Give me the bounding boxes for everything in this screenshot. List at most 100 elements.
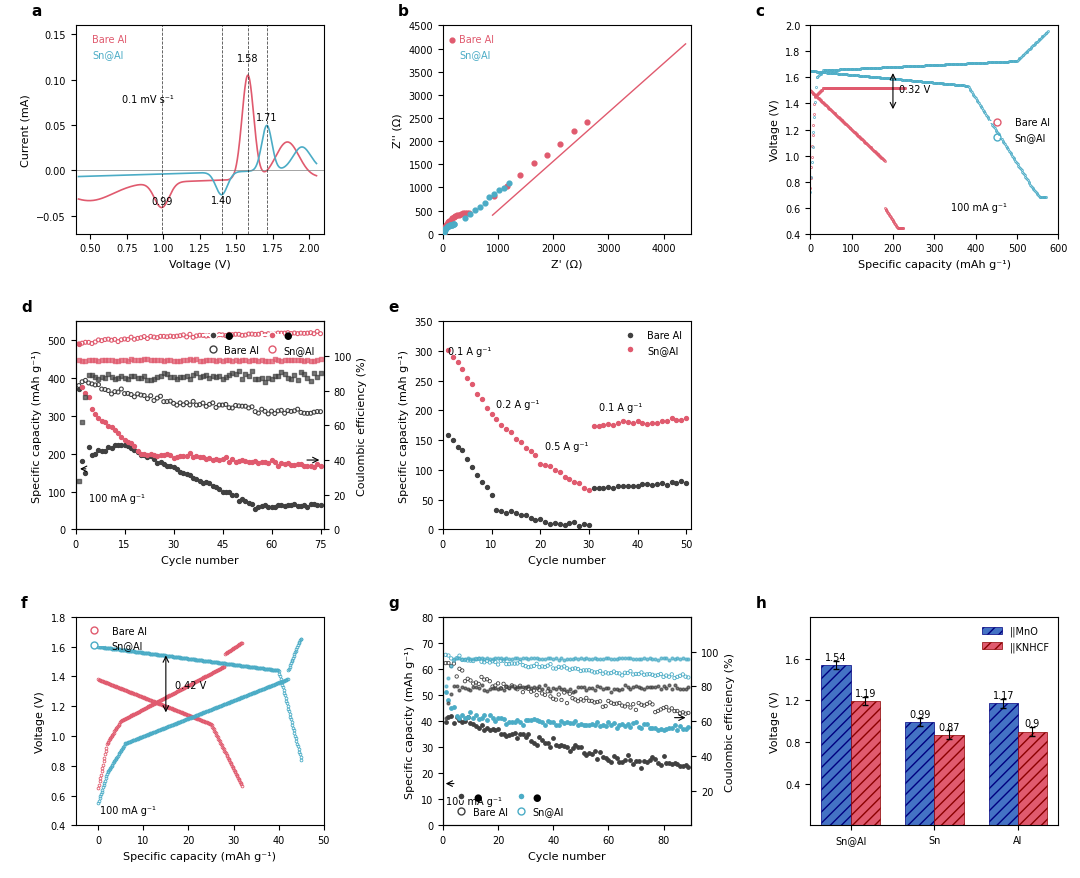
Point: [312, 327, 329, 342]
Point: [674, 682, 691, 696]
Point: [586, 745, 604, 759]
Point: [482, 652, 499, 666]
Text: 0.87: 0.87: [939, 722, 960, 731]
Point: [575, 664, 592, 678]
Point: [617, 651, 634, 666]
Point: [172, 355, 189, 369]
Point: [500, 176, 517, 191]
Point: [644, 651, 661, 666]
Point: [605, 418, 622, 432]
Point: [312, 498, 329, 512]
Point: [146, 372, 163, 386]
Point: [146, 452, 163, 466]
Point: [207, 480, 225, 494]
Point: [475, 673, 492, 687]
Point: [519, 660, 537, 674]
Point: [77, 391, 94, 405]
Point: [249, 407, 267, 421]
Text: 0.1 A g⁻¹: 0.1 A g⁻¹: [598, 403, 642, 413]
Point: [459, 654, 476, 668]
Point: [237, 455, 254, 469]
Point: [576, 481, 593, 495]
Point: [103, 387, 120, 401]
Point: [599, 651, 617, 666]
Point: [495, 654, 512, 668]
Point: [468, 680, 485, 694]
Point: [90, 355, 107, 369]
Point: [648, 477, 665, 491]
Point: [509, 680, 526, 694]
Point: [143, 374, 160, 388]
Y-axis label: Z'' (Ω): Z'' (Ω): [393, 113, 403, 148]
Text: e: e: [389, 299, 399, 314]
Point: [456, 207, 473, 221]
Point: [569, 694, 586, 709]
Point: [566, 476, 583, 490]
Point: [512, 435, 529, 449]
Point: [243, 400, 260, 414]
Point: [519, 652, 537, 666]
Point: [198, 329, 215, 343]
Point: [649, 680, 666, 694]
Point: [471, 200, 488, 214]
Point: [658, 681, 675, 695]
Point: [565, 125, 582, 139]
Point: [617, 666, 634, 680]
Point: [299, 500, 316, 514]
Point: [679, 721, 697, 735]
Point: [544, 681, 562, 695]
Point: [542, 689, 559, 703]
Point: [634, 416, 651, 430]
Point: [293, 406, 310, 420]
Point: [201, 398, 218, 412]
Point: [638, 477, 656, 491]
Point: [541, 460, 558, 474]
Point: [530, 660, 548, 674]
Point: [156, 355, 173, 369]
Point: [654, 651, 672, 666]
Point: [106, 333, 123, 347]
Point: [503, 727, 521, 741]
Point: [106, 423, 123, 437]
Point: [437, 686, 455, 700]
Point: [437, 222, 455, 236]
Point: [551, 466, 568, 480]
Point: [230, 455, 247, 469]
Point: [204, 329, 221, 343]
Point: [309, 371, 326, 385]
X-axis label: Cycle number: Cycle number: [528, 851, 606, 860]
Point: [459, 371, 476, 385]
Point: [463, 461, 481, 475]
Point: [143, 330, 160, 344]
Point: [509, 731, 526, 745]
Point: [296, 499, 313, 513]
Point: [449, 356, 467, 370]
Point: [649, 756, 666, 770]
Point: [478, 654, 496, 668]
Point: [583, 665, 600, 679]
Point: [633, 666, 650, 680]
Point: [492, 680, 510, 694]
Point: [608, 697, 625, 711]
Point: [457, 681, 474, 695]
Point: [644, 680, 661, 694]
Point: [473, 392, 490, 407]
Point: [86, 407, 104, 421]
Point: [519, 682, 537, 696]
Point: [562, 687, 579, 701]
Point: [269, 370, 286, 384]
Point: [512, 679, 529, 693]
Point: [168, 399, 186, 413]
Point: [259, 457, 276, 471]
Point: [445, 679, 462, 693]
Point: [172, 465, 189, 479]
Point: [567, 738, 584, 752]
Point: [227, 327, 244, 342]
Point: [214, 328, 231, 342]
Point: [198, 354, 215, 368]
Point: [259, 371, 276, 385]
Point: [642, 651, 659, 666]
Point: [473, 476, 490, 490]
Point: [464, 654, 482, 668]
Point: [266, 456, 283, 470]
